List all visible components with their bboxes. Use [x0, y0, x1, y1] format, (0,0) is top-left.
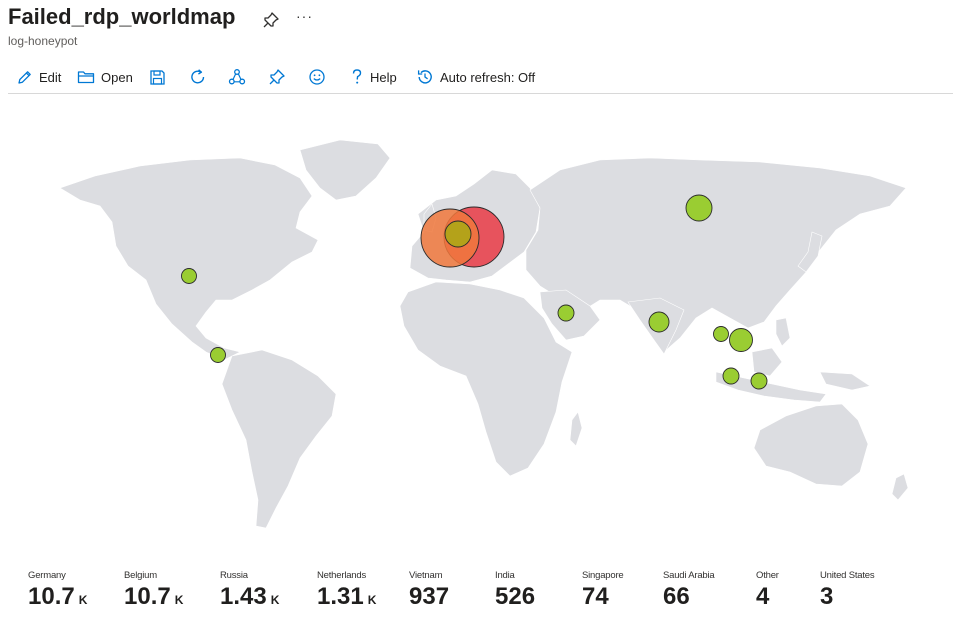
- bubble-singapore[interactable]: [722, 367, 740, 385]
- legend-item-vietnam[interactable]: Vietnam 937: [409, 570, 449, 622]
- open-button[interactable]: Open: [77, 64, 133, 90]
- pencil-icon: [16, 69, 33, 86]
- edit-label: Edit: [39, 69, 62, 85]
- legend-item-saudi-arabia[interactable]: Saudi Arabia 66: [663, 570, 715, 622]
- legend-country-label: Vietnam: [409, 570, 443, 581]
- legend-country-label: Germany: [28, 570, 66, 581]
- legend-country-label: Netherlands: [317, 570, 367, 581]
- open-label: Open: [101, 69, 133, 85]
- bubble-saudi-arabia[interactable]: [557, 304, 575, 322]
- resource-subtitle: log-honeypot: [8, 34, 78, 48]
- legend-country-label: United States: [820, 570, 875, 581]
- north-america-landmass: [59, 157, 319, 361]
- australia-landmass: [753, 403, 869, 487]
- legend-item-russia[interactable]: Russia 1.43 K: [220, 570, 279, 622]
- legend-item-united-states[interactable]: United States 3: [820, 570, 875, 622]
- africa-landmass: [399, 281, 573, 477]
- legend-count-value: 1.43 K: [220, 583, 280, 610]
- country-legend: Germany 10.7 K Belgium 10.7 K Russia 1.43 K…: [0, 570, 953, 622]
- save-icon: [149, 69, 166, 86]
- legend-item-netherlands[interactable]: Netherlands 1.31 K: [317, 570, 376, 622]
- share-button[interactable]: [228, 64, 246, 90]
- bubble-russia[interactable]: [685, 194, 713, 222]
- question-mark-icon: [350, 68, 364, 86]
- legend-country-label: Russia: [220, 570, 248, 581]
- refresh-icon: [189, 68, 207, 86]
- borneo-landmass: [751, 347, 783, 377]
- legend-count-value: 10.7 K: [124, 583, 184, 610]
- legend-count-value: 1.31 K: [317, 583, 377, 610]
- new-zealand-landmass: [891, 473, 909, 501]
- legend-country-label: India: [495, 570, 515, 581]
- legend-country-label: Singapore: [582, 570, 624, 581]
- legend-item-india[interactable]: India 526: [495, 570, 535, 622]
- legend-count-value: 66: [663, 583, 690, 610]
- legend-count-value: 937: [409, 583, 450, 610]
- smiley-icon: [308, 68, 326, 86]
- auto-refresh-label: Auto refresh: Off: [440, 69, 536, 85]
- bubble-united-states[interactable]: [181, 268, 197, 284]
- attack-bubbles: [181, 194, 768, 390]
- madagascar-landmass: [569, 411, 583, 447]
- philippines-landmass: [775, 317, 791, 347]
- bubble-small-asia[interactable]: [713, 326, 729, 342]
- bubble-netherlands[interactable]: [444, 220, 472, 248]
- legend-count-value: 10.7 K: [28, 583, 88, 610]
- bubble-india[interactable]: [648, 311, 670, 333]
- legend-count-value: 4: [756, 583, 770, 610]
- legend-item-germany[interactable]: Germany 10.7 K: [28, 570, 87, 622]
- feedback-button[interactable]: [308, 64, 326, 90]
- share-icon: [228, 68, 246, 86]
- page-header: Failed_rdp_worldmap ··· log-honeypot: [8, 4, 948, 48]
- help-button[interactable]: Help: [350, 64, 397, 90]
- legend-item-other[interactable]: Other 4: [756, 570, 779, 622]
- bubble-other[interactable]: [210, 347, 226, 363]
- page-title: Failed_rdp_worldmap: [8, 4, 236, 29]
- legend-country-label: Other: [756, 570, 779, 581]
- edit-button[interactable]: Edit: [16, 64, 61, 90]
- save-button[interactable]: [149, 64, 166, 90]
- command-bar: Edit Open Help: [8, 62, 953, 94]
- bubble-indonesia[interactable]: [750, 372, 768, 390]
- legend-count-value: 3: [820, 583, 834, 610]
- legend-item-belgium[interactable]: Belgium 10.7 K: [124, 570, 183, 622]
- legend-country-label: Saudi Arabia: [663, 570, 715, 581]
- world-map-canvas: [59, 139, 909, 529]
- legend-item-singapore[interactable]: Singapore 74: [582, 570, 624, 622]
- legend-country-label: Belgium: [124, 570, 157, 581]
- land-masses: [59, 139, 909, 529]
- legend-count-value: 74: [582, 583, 609, 610]
- south-america-landmass: [221, 349, 337, 529]
- folder-icon: [77, 69, 95, 85]
- auto-refresh-button[interactable]: Auto refresh: Off: [416, 64, 535, 90]
- pin-to-dashboard-button[interactable]: [268, 64, 286, 90]
- more-options-button[interactable]: ···: [296, 8, 313, 24]
- legend-count-value: 526: [495, 583, 536, 610]
- bubble-vietnam[interactable]: [729, 328, 753, 352]
- new-guinea-landmass: [819, 371, 871, 391]
- help-label: Help: [370, 69, 397, 85]
- refresh-button[interactable]: [189, 64, 207, 90]
- japan-landmass: [797, 231, 823, 273]
- world-map[interactable]: [0, 98, 953, 558]
- history-clock-icon: [416, 68, 434, 86]
- pin-icon[interactable]: [262, 11, 280, 29]
- greenland-landmass: [299, 139, 391, 201]
- pin-icon: [268, 68, 286, 86]
